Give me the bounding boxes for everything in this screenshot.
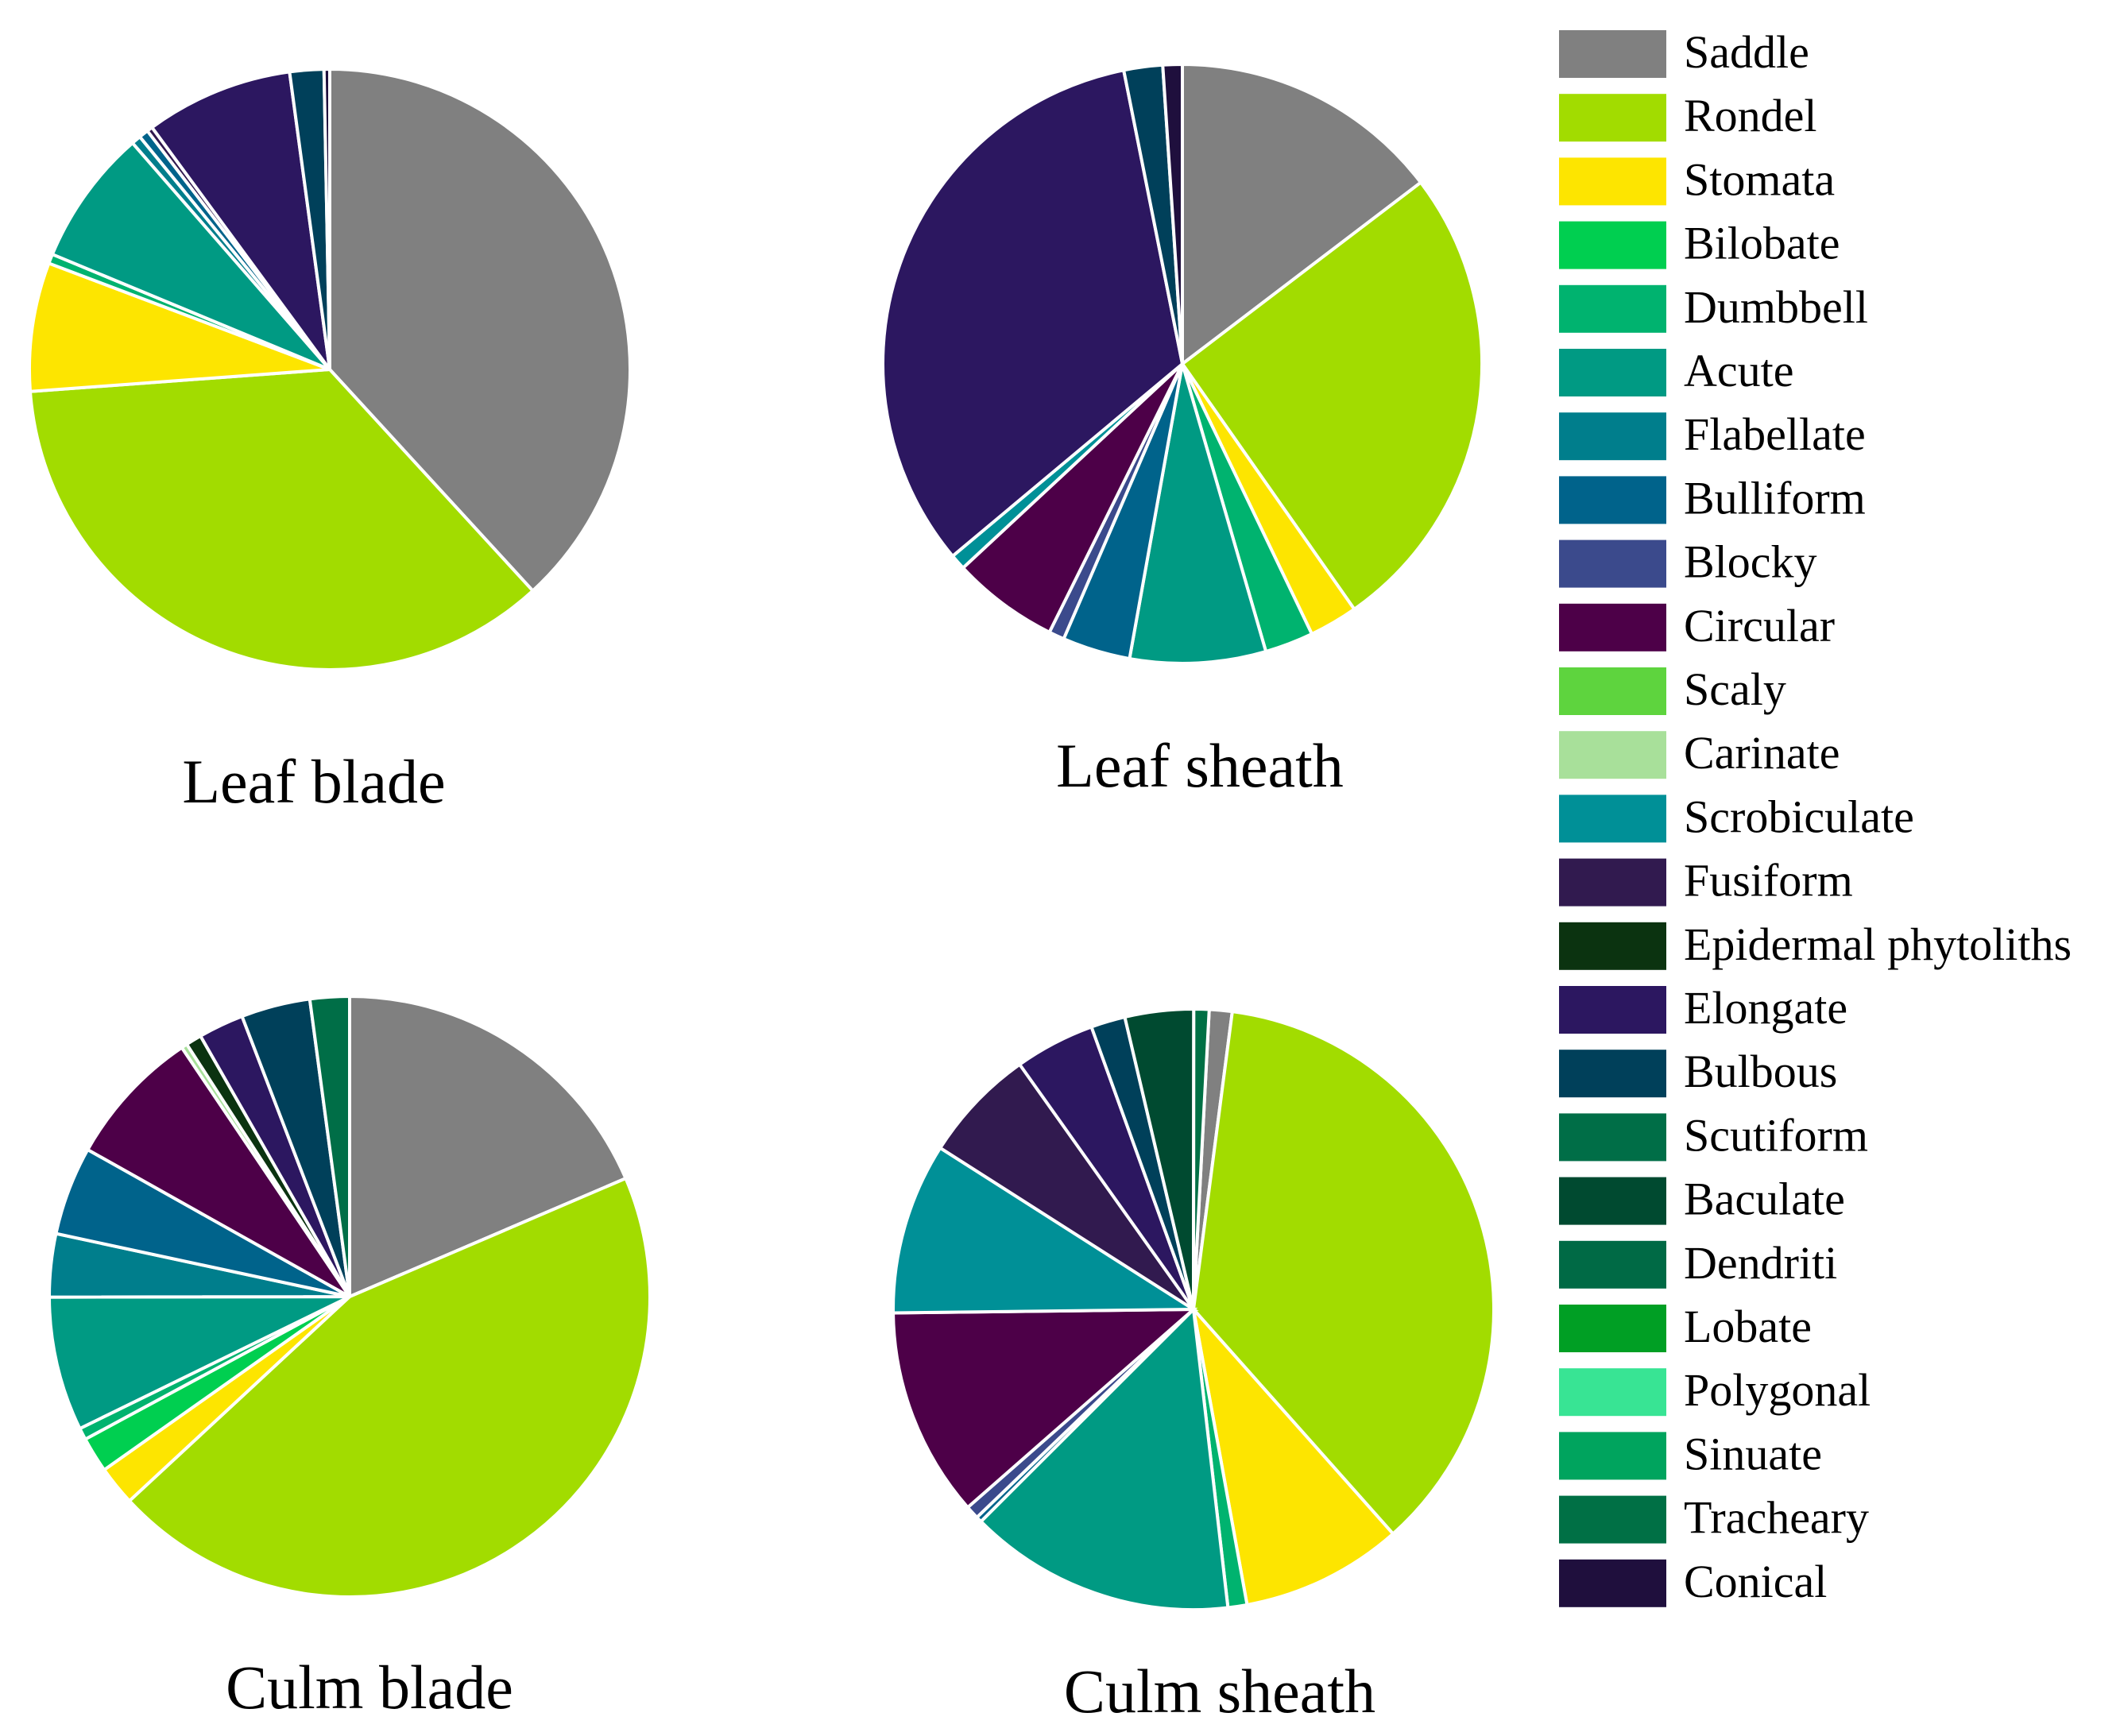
legend-swatch-flabellate	[1559, 412, 1666, 461]
slice-leaf-sheath-circular	[961, 362, 1184, 635]
legend-label-scrobiculate: Scrobiculate	[1684, 791, 1914, 842]
slice-culm-sheath-fusiform	[938, 1061, 1195, 1311]
legend-label-tracheary: Tracheary	[1684, 1492, 1869, 1544]
slice-culm-sheath-tracheary	[1192, 1007, 1211, 1310]
legend-swatch-rondel	[1559, 94, 1666, 142]
legend-label-bilobate: Bilobate	[1684, 218, 1840, 269]
slice-leaf-blade-conical	[322, 67, 331, 370]
legend-swatch-scutiform	[1559, 1113, 1666, 1162]
legend-label-conical: Conical	[1684, 1556, 1827, 1607]
legend-swatch-tracheary	[1559, 1495, 1666, 1544]
legend-swatch-lobate	[1559, 1305, 1666, 1352]
legend-label-rondel: Rondel	[1684, 90, 1817, 141]
legend-swatch-baculate	[1559, 1177, 1666, 1225]
pie-culm-sheath	[892, 1007, 1496, 1611]
legend-swatch-elongate	[1559, 986, 1666, 1034]
legend-label-blocky: Blocky	[1684, 536, 1817, 588]
legend-label-epidermal-phytoliths: Epidermal phytoliths	[1684, 918, 2072, 970]
legend-label-flabellate: Flabellate	[1684, 408, 1866, 460]
legend-swatch-polygonal	[1559, 1368, 1666, 1417]
slice-leaf-blade-saddle	[328, 67, 632, 593]
legend-label-fusiform: Fusiform	[1684, 855, 1853, 907]
pie-leaf-blade	[28, 67, 632, 671]
legend-swatch-dumbbell	[1559, 284, 1666, 333]
slice-culm-blade-circular	[85, 1045, 351, 1298]
slice-culm-blade-scutiform	[308, 994, 351, 1297]
legend-label-baculate: Baculate	[1684, 1173, 1845, 1225]
pie-culm-blade	[47, 994, 652, 1599]
slice-leaf-blade-elongate	[149, 70, 331, 371]
legend-label-dendriti: Dendriti	[1684, 1237, 1837, 1289]
legend-swatch-bulbous	[1559, 1050, 1666, 1098]
slice-leaf-sheath-acute	[1128, 363, 1268, 665]
slice-culm-sheath-scrobiculate	[892, 1146, 1199, 1315]
legend-label-bulliform: Bulliform	[1684, 472, 1866, 524]
legend-swatch-acute	[1559, 349, 1666, 396]
legend-swatch-bulliform	[1559, 476, 1666, 524]
legend-swatch-scaly	[1559, 667, 1666, 715]
legend-label-dumbbell: Dumbbell	[1684, 281, 1868, 333]
legend: Saddle Rondel Stomata Bilobate Dumbbell Acute…	[1559, 26, 2072, 1607]
legend-label-bulbous: Bulbous	[1684, 1046, 1837, 1097]
slice-culm-sheath-stomata	[1190, 1304, 1395, 1607]
slice-leaf-blade-stomata	[28, 261, 331, 393]
slice-culm-sheath-acute	[978, 1305, 1230, 1611]
legend-swatch-saddle	[1559, 30, 1666, 78]
legend-label-saddle: Saddle	[1684, 26, 1809, 78]
pie-title-leaf-sheath: Leaf sheath	[1056, 731, 1344, 800]
slice-culm-blade-rondel	[127, 1176, 652, 1599]
legend-swatch-conical	[1559, 1559, 1666, 1607]
legend-swatch-circular	[1559, 603, 1666, 651]
legend-swatch-sinuate	[1559, 1432, 1666, 1480]
legend-swatch-fusiform	[1559, 858, 1666, 907]
legend-label-carinate: Carinate	[1684, 727, 1840, 779]
slice-leaf-sheath-saddle	[1181, 62, 1423, 368]
legend-label-scutiform: Scutiform	[1684, 1109, 1868, 1161]
legend-swatch-blocky	[1559, 539, 1666, 588]
slice-leaf-sheath-rondel	[1180, 180, 1484, 612]
pie-title-leaf-blade: Leaf blade	[182, 747, 445, 816]
legend-label-acute: Acute	[1684, 345, 1794, 396]
slice-culm-sheath-rondel	[1191, 1009, 1496, 1537]
slice-culm-blade-acute	[47, 1295, 350, 1431]
legend-swatch-bilobate	[1559, 221, 1666, 269]
slice-culm-sheath-circular	[892, 1307, 1198, 1510]
legend-label-polygonal: Polygonal	[1684, 1364, 1871, 1416]
slice-leaf-sheath-elongate	[881, 68, 1185, 559]
legend-label-circular: Circular	[1684, 600, 1835, 651]
legend-swatch-dendriti	[1559, 1240, 1666, 1289]
legend-label-stomata: Stomata	[1684, 153, 1835, 205]
pie-title-culm-sheath: Culm sheath	[1064, 1657, 1375, 1726]
legend-swatch-scrobiculate	[1559, 795, 1666, 843]
slice-leaf-blade-rondel	[28, 367, 536, 671]
legend-label-elongate: Elongate	[1684, 982, 1847, 1034]
slice-leaf-sheath-conical	[1161, 62, 1184, 365]
slice-culm-blade-saddle	[348, 994, 629, 1300]
slice-leaf-blade-acute	[50, 141, 331, 371]
legend-swatch-stomata	[1559, 157, 1666, 206]
legend-label-lobate: Lobate	[1684, 1301, 1812, 1352]
legend-label-sinuate: Sinuate	[1684, 1428, 1822, 1479]
legend-swatch-epidermal-phytoliths	[1559, 922, 1666, 970]
legend-swatch-carinate	[1559, 731, 1666, 779]
pie-title-culm-blade: Culm blade	[226, 1653, 513, 1722]
legend-label-scaly: Scaly	[1684, 663, 1786, 715]
pie-leaf-sheath	[881, 62, 1484, 665]
